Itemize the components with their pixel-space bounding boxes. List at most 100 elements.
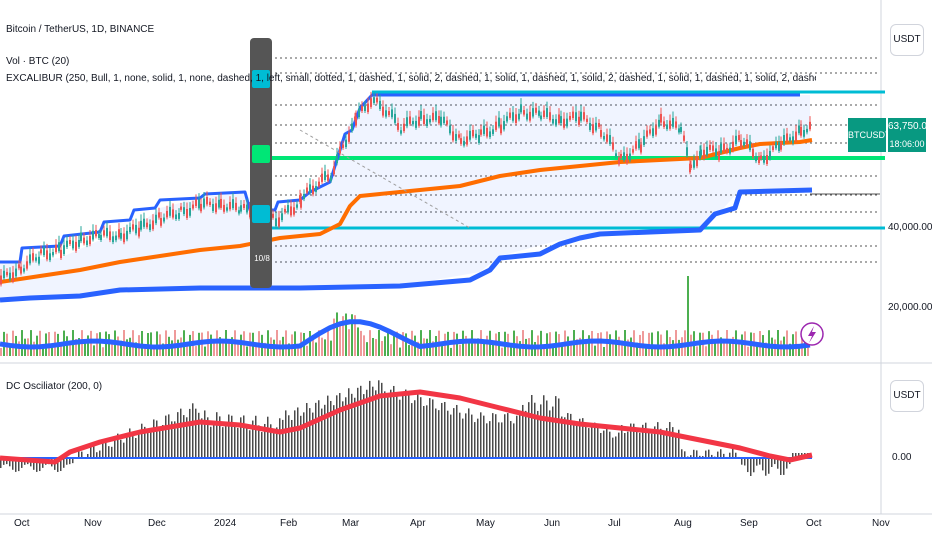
overlay-date-label: 10/8 [254,254,270,263]
candle-body [306,187,308,193]
candle-body [287,205,289,213]
oscillator-bar [648,430,650,458]
oscillator-bar [324,404,326,458]
candle-body [235,202,237,211]
oscillator-bar [294,410,296,458]
candle-body [558,114,560,124]
volume-bar [675,330,677,356]
oscillator-bar [219,416,221,458]
candle-body [489,131,491,138]
oscillator-bar [552,406,554,458]
candle-body [361,105,363,112]
oscillator-currency-button[interactable]: USDT [890,380,924,412]
oscillator-bar [519,412,521,458]
volume-bar [687,276,689,356]
candle-body [351,123,353,131]
excalibur-legend[interactable]: EXCALIBUR (250, Bull, 1, none, solid, 1,… [6,73,816,84]
candle-body [115,235,117,241]
candle-body [675,121,677,128]
candle-body [592,124,594,134]
oscillator-bar [246,426,248,458]
candle-body [315,186,317,192]
candle-body [786,133,788,141]
candle-body [612,142,614,150]
oscillator-bar [315,402,317,458]
volume-bar [240,334,242,356]
oscillator-bar [93,445,95,458]
oscillator-bar [168,414,170,458]
oscillator-bar [18,458,20,472]
candle-body [603,136,605,140]
volume-legend[interactable]: Vol · BTC (20) [6,56,70,67]
oscillator-bar [234,426,236,458]
candle-body [72,240,74,249]
oscillator-bar [114,437,116,458]
candle-body [535,107,537,113]
volume-bar [795,331,797,356]
candle-body [543,110,545,117]
candle-body [452,131,454,141]
volume-bar [645,346,647,356]
symbol-title[interactable]: Bitcoin / TetherUS, 1D, BINANCE [6,24,155,35]
candle-body [598,123,600,127]
volume-bar [483,341,485,356]
oscillator-bar [474,422,476,458]
oscillator-bar [264,423,266,458]
currency-button[interactable]: USDT [890,24,924,56]
candle-body [586,118,588,122]
candle-body [397,123,399,130]
oscillator-bar [657,422,659,458]
oscillator-bar [645,422,647,458]
oscillator-bar [243,415,245,458]
oscillator-bar [6,458,8,465]
oscillator-bar [735,452,737,458]
volume-bar [228,339,230,356]
candle-body [373,97,375,103]
candle-body [690,164,692,169]
candle-body [12,272,14,282]
oscillator-bar [162,424,164,458]
oscillator-bar [222,427,224,458]
candle-body [749,141,751,151]
candle-body [86,240,88,246]
volume-bar [465,335,467,356]
candle-body [743,141,745,146]
oscillator-title[interactable]: DC Osciliator (200, 0) [6,381,103,392]
oscillator-bar [396,393,398,458]
oscillator-bar [618,432,620,458]
oscillator-bar [690,455,692,458]
oscillator-bar [561,416,563,458]
oscillator-bar [36,458,38,472]
time-tick-label: Aug [674,518,692,529]
oscillator-bar [717,451,719,458]
volume-bar [540,330,542,356]
oscillator-bar [39,458,41,472]
oscillator-bar [135,437,137,458]
oscillator-bar [150,428,152,458]
upper-band-line [0,93,800,264]
volume-bar [807,345,809,356]
candle-body [766,155,768,164]
candle-body [429,118,431,123]
candle-body [703,149,705,159]
candle-body [123,233,125,243]
volume-bar [324,339,326,356]
oscillator-bar [768,458,770,474]
volume-bar [315,342,317,356]
volume-bar [141,330,143,356]
candle-body [324,171,326,181]
oscillator-bar [675,433,677,458]
candle-body [220,198,222,208]
candle-body [183,207,185,215]
oscillator-bar [777,458,779,469]
candle-body [560,116,562,124]
oscillator-bar [369,380,371,458]
candle-body [385,110,387,117]
volume-bar [585,342,587,356]
oscillator-bar [558,398,560,458]
volume-bar [732,336,734,356]
volume-bar [153,346,155,356]
candle-body [200,203,202,212]
oscillator-bar [681,449,683,458]
